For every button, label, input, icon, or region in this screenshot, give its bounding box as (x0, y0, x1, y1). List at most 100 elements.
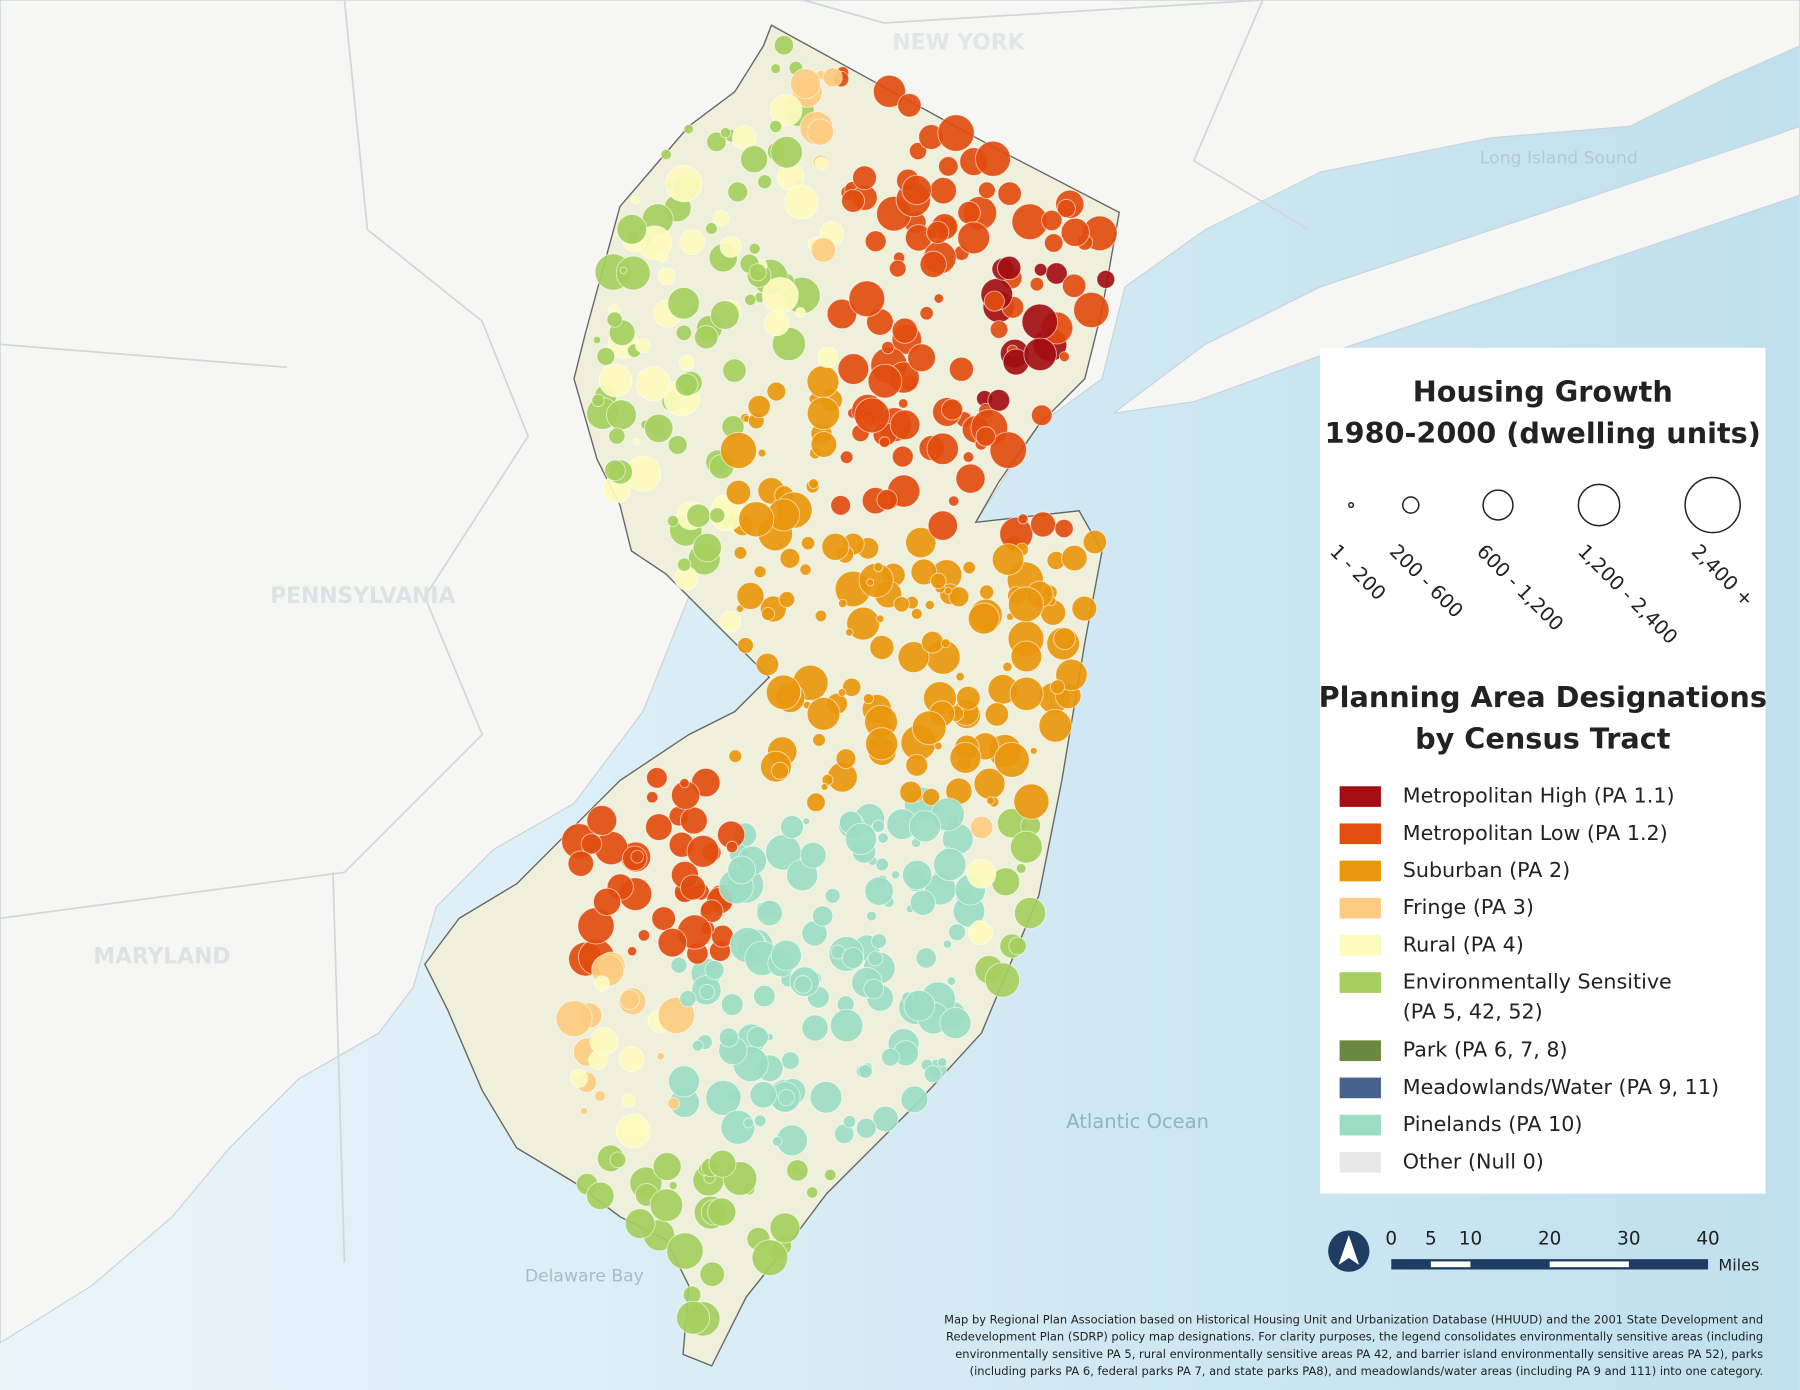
legend-label: Metropolitan Low (PA 1.2) (1403, 821, 1668, 845)
housing-circle (864, 230, 887, 253)
housing-circle (747, 394, 771, 419)
housing-circle (930, 572, 947, 590)
housing-circle (666, 514, 680, 528)
housing-circle (1008, 936, 1027, 956)
legend-swatch (1339, 1114, 1381, 1136)
housing-circle (984, 702, 1010, 727)
credits: Map by Regional Plan Association based o… (944, 1312, 1763, 1378)
place-label: MARYLAND (93, 944, 230, 969)
housing-circle (1061, 544, 1088, 572)
housing-circle (591, 393, 605, 408)
housing-circle (567, 850, 594, 877)
legend-title: 1980-2000 (dwelling units) (1325, 416, 1761, 450)
place-label: Delaware Bay (525, 1266, 644, 1286)
north-arrow-head (1338, 1235, 1360, 1265)
housing-circle (783, 184, 819, 220)
housing-circle (897, 641, 930, 674)
housing-circle (927, 510, 958, 541)
housing-circle (705, 1079, 742, 1116)
housing-circle (908, 141, 928, 161)
housing-circle (799, 841, 827, 869)
housing-circle (793, 975, 813, 994)
legend-swatch (1339, 935, 1381, 956)
housing-circle (667, 1097, 681, 1110)
scale-tick-label: 5 (1425, 1229, 1437, 1250)
housing-circle (598, 363, 633, 398)
housing-circle (722, 358, 747, 383)
housing-circle (757, 174, 773, 190)
housing-circle (962, 451, 975, 463)
housing-circle (993, 741, 1030, 778)
legend-title: by Census Tract (1415, 721, 1671, 755)
housing-circle (908, 810, 941, 843)
housing-circle (753, 565, 767, 579)
housing-circle (881, 340, 895, 355)
housing-circle (1009, 676, 1044, 711)
housing-circle (989, 431, 1027, 469)
housing-circle (609, 1151, 627, 1169)
housing-circle (806, 792, 826, 813)
credit-line: Map by Regional Plan Association based o… (944, 1312, 1763, 1326)
housing-circle (773, 35, 795, 56)
housing-circle (666, 1232, 704, 1270)
housing-circle (824, 1168, 837, 1182)
housing-circle (704, 959, 725, 981)
housing-circle (983, 290, 1005, 312)
housing-circle (1002, 661, 1013, 673)
housing-circle (627, 946, 638, 957)
size-symbol (1577, 483, 1621, 527)
housing-circle (837, 688, 847, 697)
scale-tick-label: 10 (1459, 1229, 1482, 1250)
housing-circle (749, 1081, 777, 1109)
housing-circle (677, 557, 692, 572)
housing-circle (1010, 640, 1043, 673)
housing-circle (966, 858, 997, 889)
housing-circle (891, 870, 900, 880)
housing-circle (635, 337, 651, 354)
housing-circle (1021, 303, 1059, 341)
housing-circle (978, 181, 996, 200)
housing-circle (837, 353, 870, 385)
housing-circle (699, 1261, 725, 1287)
housing-circle (867, 363, 903, 399)
housing-circle (786, 1159, 809, 1182)
legend-label: Rural (PA 4) (1403, 932, 1524, 956)
scale-bar: 0 5 10 20 30 40 Miles (1328, 1229, 1759, 1275)
housing-circle (873, 562, 884, 573)
housing-circle (694, 325, 719, 350)
housing-circle (800, 536, 816, 551)
housing-circle (748, 263, 767, 282)
housing-circle (926, 432, 959, 465)
housing-circle (872, 1105, 899, 1133)
housing-circle (780, 815, 804, 839)
housing-circle (811, 905, 834, 927)
housing-circle (893, 596, 910, 613)
housing-circle (1061, 273, 1087, 298)
size-symbol (1684, 476, 1741, 534)
housing-circle (667, 435, 688, 455)
housing-circle (691, 1039, 704, 1052)
housing-circle (608, 427, 626, 445)
housing-circle (675, 324, 693, 342)
housing-circle (938, 156, 959, 177)
housing-circle (660, 148, 672, 161)
housing-circle (686, 503, 711, 528)
place-label: PENNSYLVANIA (270, 584, 455, 609)
housing-circle (743, 1117, 754, 1129)
housing-circle (678, 354, 695, 371)
housing-circle (596, 346, 616, 366)
housing-circle (948, 356, 974, 382)
housing-circle (770, 63, 782, 75)
legend-swatch (1339, 823, 1381, 845)
housing-circle (725, 479, 752, 506)
housing-circle (926, 220, 950, 245)
housing-circle (806, 1186, 819, 1199)
housing-circle (709, 507, 726, 524)
housing-circle (636, 366, 671, 402)
housing-circle (656, 1052, 665, 1061)
housing-circle (619, 266, 628, 275)
housing-circle (748, 242, 761, 255)
housing-circle (592, 887, 622, 916)
scale-tick-label: 40 (1696, 1229, 1719, 1250)
housing-circle (770, 135, 803, 169)
